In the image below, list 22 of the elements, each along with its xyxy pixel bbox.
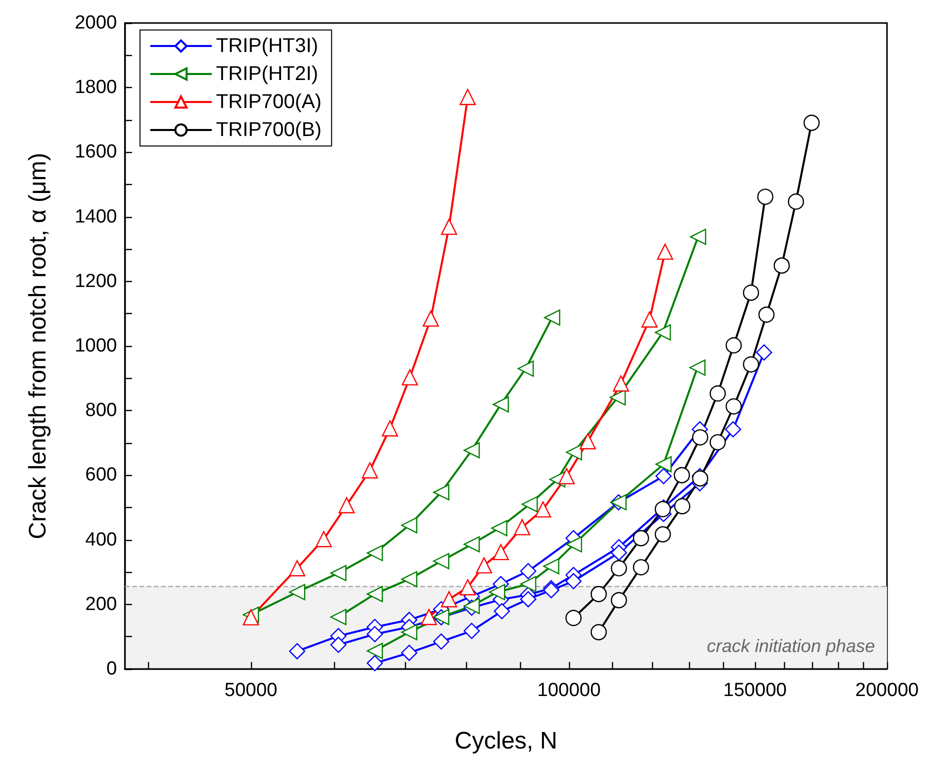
x-axis-title: Cycles, N bbox=[454, 728, 558, 754]
x-tick-label: 100000 bbox=[537, 680, 601, 701]
y-tick-label: 0 bbox=[106, 658, 117, 680]
y-tick-label: 1400 bbox=[74, 206, 117, 228]
y-tick-label: 1600 bbox=[74, 142, 117, 163]
legend-label: TRIP700(B) bbox=[216, 119, 322, 141]
y-tick-label: 800 bbox=[85, 400, 117, 422]
band-label: crack initiation phase bbox=[706, 636, 875, 656]
y-tick-label: 1000 bbox=[74, 336, 117, 356]
y-tick-label: 2000 bbox=[74, 12, 117, 34]
y-tick-label: 1800 bbox=[74, 77, 117, 98]
y-axis-title: Crack length from notch root, α (μm) bbox=[24, 152, 52, 540]
x-tick-label: 50000 bbox=[224, 680, 278, 701]
legend-label: TRIP700(A) bbox=[216, 91, 322, 113]
x-tick-label: 150000 bbox=[723, 680, 787, 701]
x-tick-label: 200000 bbox=[855, 680, 919, 701]
y-tick-label: 200 bbox=[85, 594, 117, 615]
y-tick-label: 1200 bbox=[74, 270, 117, 292]
legend-label: TRIP(HT3I) bbox=[216, 35, 318, 57]
y-tick-label: 600 bbox=[85, 464, 117, 486]
y-tick-label: 400 bbox=[85, 529, 117, 550]
legend-label: TRIP(HT2I) bbox=[216, 63, 318, 85]
